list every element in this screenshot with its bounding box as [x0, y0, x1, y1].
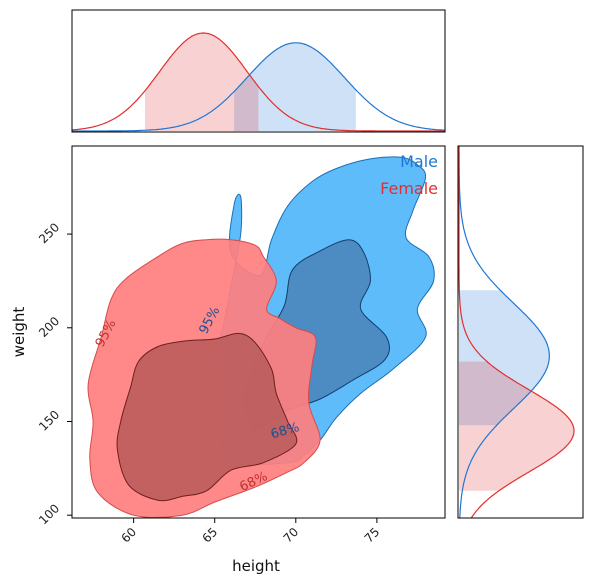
y-tick-label: 200: [36, 314, 62, 340]
y-tick-label: 100: [36, 501, 62, 527]
right-marginal-plot: [457, 145, 584, 519]
y-tick-label: 250: [36, 220, 62, 246]
female-height-density-curve: [72, 32, 445, 132]
y-axis-ticks: 100 150 200 250: [36, 220, 72, 527]
main-plot-frame: [71, 145, 446, 519]
y-axis-label: weight: [10, 307, 28, 358]
top-marginal-curves: [72, 32, 445, 132]
top-marginal-plot: [71, 9, 446, 133]
x-axis-label: height: [232, 557, 280, 575]
right-marginal-curves: [458, 146, 575, 518]
y-tick-label: 150: [36, 408, 62, 434]
top-marginal-frame: [71, 9, 446, 133]
female-height-interval-band: [145, 33, 259, 131]
legend-entry-male: Male: [400, 152, 438, 171]
x-tick-label: 65: [200, 525, 221, 546]
female-68-contour: [116, 332, 298, 502]
x-tick-label: 70: [281, 525, 302, 546]
x-tick-label: 75: [362, 525, 383, 546]
legend: Male Female: [380, 152, 438, 198]
male-height-density-curve: [72, 42, 445, 132]
male-weight-density-curve: [458, 146, 551, 518]
female-weight-interval-band: [459, 361, 574, 491]
contour-regions: [87, 156, 435, 518]
x-tick-label: 60: [118, 525, 139, 546]
x-axis-ticks: 60 65 70 75: [118, 518, 382, 546]
male-height-interval-band: [234, 42, 356, 131]
legend-entry-female: Female: [380, 179, 438, 198]
right-marginal-frame: [457, 145, 584, 519]
male-weight-interval-band: [459, 290, 550, 426]
female-weight-density-curve: [458, 146, 575, 518]
